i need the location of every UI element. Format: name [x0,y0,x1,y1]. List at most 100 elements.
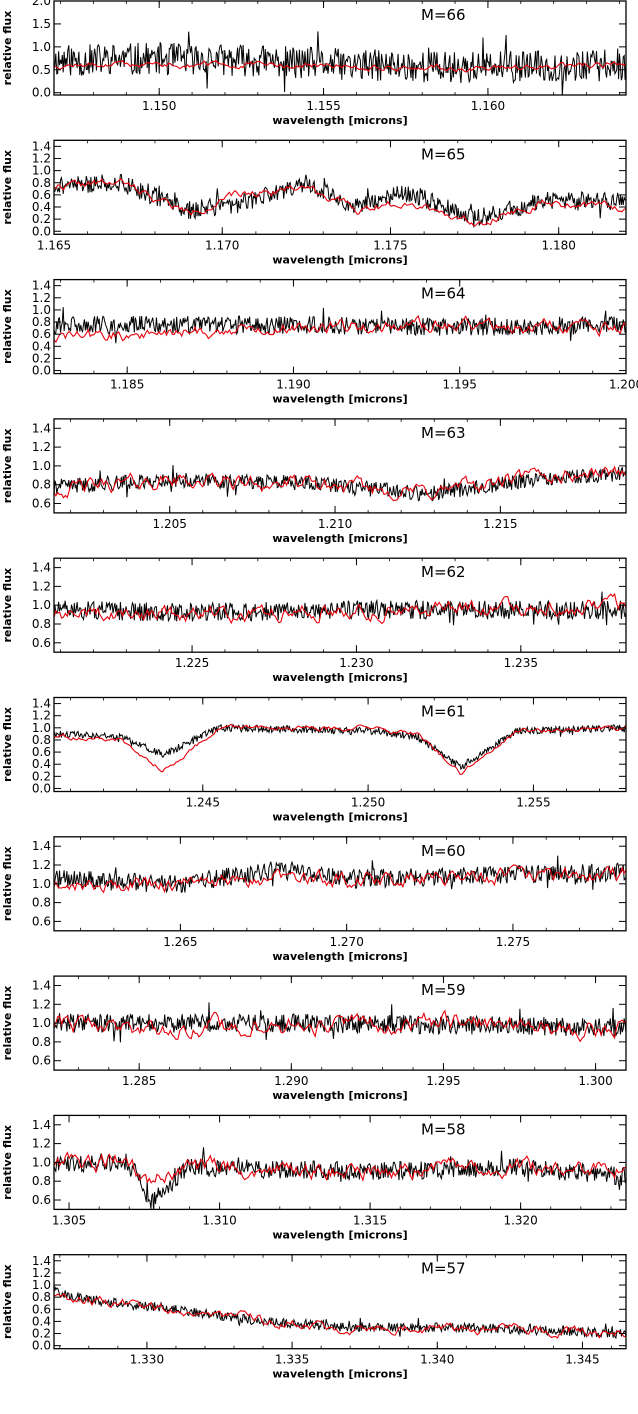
y-axis-label: relative flux [1,986,14,1061]
y-tick-label: 1.2 [32,1266,51,1280]
y-axis-label: relative flux [1,289,14,364]
y-tick-label: 0.6 [32,188,51,202]
x-tick-label: 1.185 [110,378,144,392]
observed-spectrum-line [54,1286,626,1340]
y-axis-label: relative flux [1,1125,14,1200]
model-spectrum-line [54,177,626,227]
spectrum-panel-9: 1.330 1.335 1.340 1.3450.00.20.40.60.81.01.… [1,1254,627,1381]
x-tick-label: 1.315 [353,1213,387,1227]
y-tick-label: 0.0 [32,781,51,795]
model-spectrum-line [54,723,626,775]
panel-frame [53,278,627,375]
y-tick-label: 1.4 [32,1118,51,1132]
y-tick-label: 0.0 [32,224,51,238]
order-label: M=65 [421,145,466,163]
x-tick-label: 1.295 [426,1074,460,1088]
y-tick-label: 0.5 [32,63,51,77]
y-axis-label: relative flux [1,568,14,643]
order-label: M=58 [421,1120,466,1138]
spectrum-panel-0: 1.150 1.155 1.160 0.0 0.5 1.0 1.5 2.0 wavelength… [1,0,627,127]
y-tick-label: 1.5 [32,17,51,31]
x-axis-label: wavelength [microns] [272,532,407,545]
model-spectrum-line [54,465,626,502]
y-tick-label: 1.0 [32,164,51,178]
x-tick-label: 1.160 [471,99,505,113]
x-tick-label: 1.190 [276,378,310,392]
x-tick-label: 1.205 [153,517,187,531]
y-tick-label: 1.2 [32,709,51,723]
y-axis-label: relative flux [1,846,14,921]
y-tick-label: 0.8 [32,1290,51,1304]
x-tick-label: 1.335 [275,1353,309,1367]
y-axis-label: relative flux [1,150,14,225]
y-tick-label: 0.0 [32,364,51,378]
order-label: M=66 [421,6,466,24]
y-axis-label: relative flux [1,707,14,782]
y-tick-label: 0.6 [32,497,51,511]
x-tick-label: 1.175 [373,238,407,252]
x-axis-label: wavelength [microns] [272,811,407,824]
y-tick-label: 0.8 [32,617,51,631]
panel-frame [53,696,627,793]
order-label: M=60 [421,842,466,860]
observed-spectrum-line [54,307,626,344]
panel-frame [53,1114,627,1211]
observed-spectrum-line [54,173,626,228]
y-tick-label: 0.4 [32,339,51,353]
y-tick-label: 0.8 [32,1035,51,1049]
y-tick-label: 1.4 [32,697,51,711]
x-tick-label: 1.200 [609,378,638,392]
order-label: M=63 [421,424,466,442]
y-tick-label: 2.0 [32,0,51,8]
y-tick-label: 1.2 [32,997,51,1011]
y-tick-label: 0.2 [32,212,51,226]
y-tick-label: 1.4 [32,279,51,293]
x-tick-label: 1.310 [202,1213,236,1227]
spectrum-panel-2: 1.1851.1901.1951.2000.00.20.40.60.81.01.… [1,279,638,406]
y-tick-label: 1.0 [32,40,51,54]
x-tick-label: 1.235 [504,656,538,670]
y-tick-label: 0.8 [32,478,51,492]
y-tick-label: 0.2 [32,351,51,365]
model-spectrum-line [54,314,626,344]
x-tick-label: 1.155 [306,99,340,113]
y-tick-label: 0.6 [32,745,51,759]
y-tick-label: 1.0 [32,1278,51,1292]
x-tick-label: 1.255 [516,796,550,810]
x-axis-label: wavelength [microns] [272,1228,407,1241]
y-tick-label: 1.0 [32,721,51,735]
order-label: M=64 [421,285,466,303]
spectrum-panel-1: 1.165 1.170 1.175 1.1800.00.20.40.60.81.01.… [1,139,627,266]
y-tick-label: 0.4 [32,200,51,214]
y-tick-label: 0.6 [32,1302,51,1316]
y-tick-label: 1.4 [32,979,51,993]
x-tick-label: 1.275 [496,935,530,949]
observed-spectrum-line [54,1002,626,1043]
x-axis-label: wavelength [microns] [272,114,407,127]
x-tick-label: 1.245 [186,796,220,810]
x-tick-label: 1.270 [329,935,363,949]
panel-frame [53,0,627,96]
y-tick-label: 1.4 [32,139,51,153]
x-tick-label: 1.170 [205,238,239,252]
x-tick-label: 1.150 [142,99,176,113]
order-label: M=57 [421,1260,466,1278]
spectrum-panel-5: 1.245 1.250 1.255 0.00.20.40.60.81.01.21.4 w… [1,696,627,824]
y-axis-label: relative flux [1,11,14,86]
y-tick-label: 1.2 [32,858,51,872]
y-tick-label: 1.0 [32,1155,51,1169]
y-tick-label: 1.2 [32,579,51,593]
x-axis-label: wavelength [microns] [272,393,407,406]
y-axis-label: relative flux [1,1264,14,1339]
y-tick-label: 0.2 [32,1327,51,1341]
y-tick-label: 1.0 [32,598,51,612]
observed-spectrum-line [54,465,626,502]
y-tick-label: 1.0 [32,459,51,473]
y-tick-label: 0.0 [32,1339,51,1353]
x-tick-label: 1.340 [420,1353,454,1367]
order-label: M=59 [421,981,466,999]
y-tick-label: 1.4 [32,421,51,435]
y-tick-label: 0.8 [32,733,51,747]
x-tick-label: 1.290 [274,1074,308,1088]
